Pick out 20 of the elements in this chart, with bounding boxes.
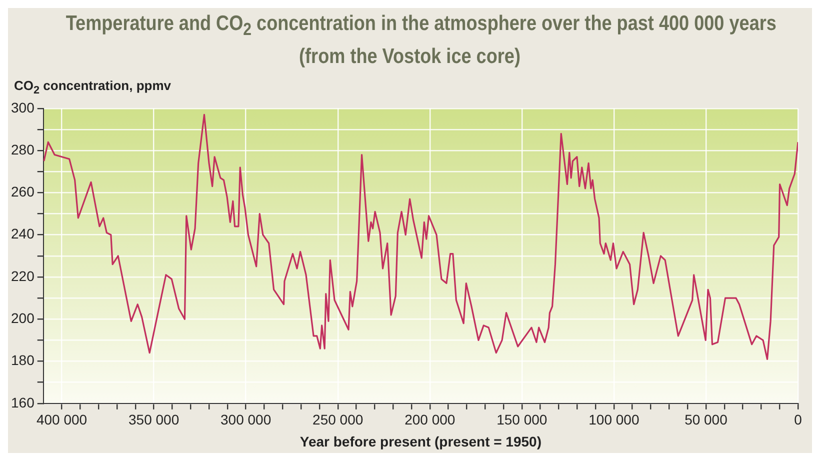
y-tick-label: 260 (11, 183, 35, 200)
y-tick-label: 180 (11, 352, 35, 368)
x-tick-label: 50 000 (684, 411, 728, 428)
y-tick-label: 160 (11, 394, 35, 410)
x-axis-title: Year before present (present = 1950) (300, 433, 542, 450)
y-tick-label: 280 (11, 141, 35, 158)
y-tick-label: 200 (11, 310, 35, 326)
x-tick-label: 350 000 (128, 411, 180, 428)
chart-title: Temperature and CO$_{2}$ concentration in the atmosphere over the past 400 000 years (from the Vostok ice core) (66, 11, 776, 70)
y-tick-label: 300 (11, 99, 35, 116)
x-tick-label: 100 000 (588, 411, 640, 428)
y-tick-label: 220 (11, 268, 35, 284)
x-tick-label: 200 000 (404, 411, 456, 428)
y-tick-label: 240 (11, 225, 35, 242)
y-axis-title: CO$_{2}$ concentration, ppmv (13, 78, 172, 97)
x-tick-label: 400 000 (36, 411, 88, 428)
x-tick-label: 300 000 (220, 411, 272, 428)
x-tick-label: 0 (794, 411, 802, 428)
x-tick-label: 150 000 (496, 411, 548, 428)
x-tick-label: 250 000 (312, 411, 364, 428)
